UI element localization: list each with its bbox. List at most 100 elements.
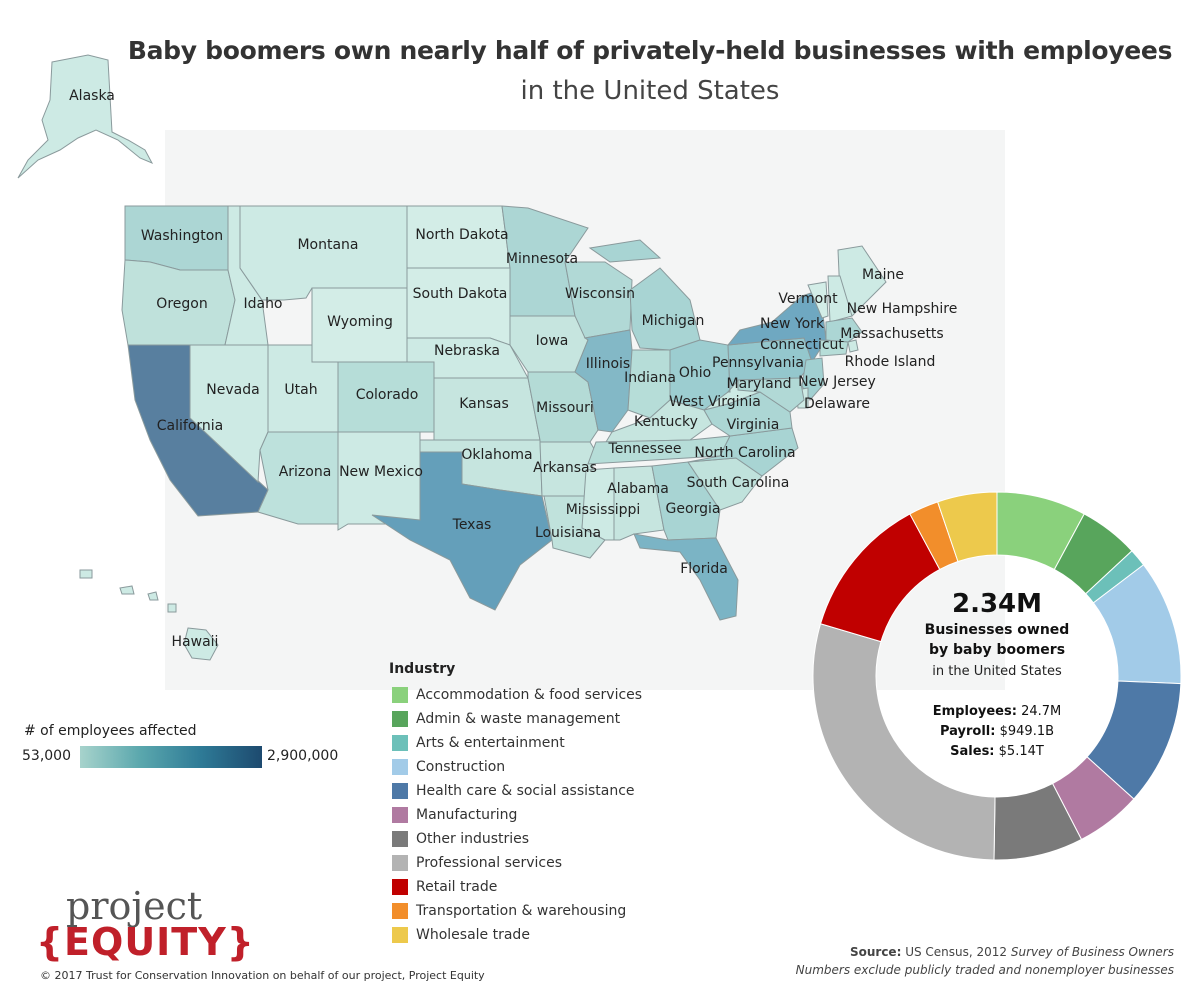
state-label-north-dakota: North Dakota bbox=[415, 227, 508, 243]
state-label-alaska: Alaska bbox=[69, 88, 115, 104]
state-label-virginia: Virginia bbox=[727, 417, 780, 433]
legend-label: Retail trade bbox=[416, 879, 498, 895]
state-label-michigan: Michigan bbox=[642, 313, 705, 329]
state-label-texas: Texas bbox=[452, 517, 492, 533]
industry-legend-item[interactable]: Manufacturing bbox=[392, 803, 642, 827]
state-label-wyoming: Wyoming bbox=[327, 314, 393, 330]
legend-swatch bbox=[392, 711, 408, 727]
legend-label: Other industries bbox=[416, 831, 530, 847]
state-label-louisiana: Louisiana bbox=[535, 525, 601, 541]
state-label-california: California bbox=[157, 418, 223, 434]
industry-legend-item[interactable]: Retail trade bbox=[392, 875, 642, 899]
source-note: Numbers exclude publicly traded and none… bbox=[795, 963, 1174, 977]
industry-legend-title: Industry bbox=[389, 661, 456, 677]
industry-legend-item[interactable]: Construction bbox=[392, 755, 642, 779]
industry-legend-item[interactable]: Arts & entertainment bbox=[392, 731, 642, 755]
industry-legend: Accommodation & food services Admin & was… bbox=[392, 683, 642, 947]
state-vermont[interactable] bbox=[807, 281, 829, 319]
state-label-new-mexico: New Mexico bbox=[339, 464, 423, 480]
state-label-connecticut: Connecticut bbox=[760, 337, 844, 353]
state-mississippi[interactable] bbox=[581, 467, 615, 541]
state-label-kansas: Kansas bbox=[459, 396, 509, 412]
legend-swatch bbox=[392, 807, 408, 823]
state-florida[interactable] bbox=[633, 533, 739, 621]
donut-employees: Employees: 24.7M bbox=[932, 704, 1062, 719]
donut-caption-1: Businesses owned bbox=[924, 622, 1070, 638]
state-label-tennessee: Tennessee bbox=[608, 441, 682, 457]
state-label-colorado: Colorado bbox=[356, 387, 419, 403]
state-label-oregon: Oregon bbox=[156, 296, 207, 312]
state-label-iowa: Iowa bbox=[536, 333, 569, 349]
legend-swatch bbox=[392, 735, 408, 751]
donut-slice-professional-services[interactable] bbox=[812, 623, 996, 861]
legend-label: Wholesale trade bbox=[416, 927, 530, 943]
state-label-mississippi: Mississippi bbox=[566, 502, 641, 518]
state-label-montana: Montana bbox=[297, 237, 358, 253]
industry-legend-item[interactable]: Wholesale trade bbox=[392, 923, 642, 947]
state-label-north-carolina: North Carolina bbox=[694, 445, 795, 461]
state-label-minnesota: Minnesota bbox=[506, 251, 578, 267]
legend-label: Accommodation & food services bbox=[416, 687, 643, 703]
state-label-georgia: Georgia bbox=[666, 501, 721, 517]
legend-label: Arts & entertainment bbox=[416, 735, 565, 751]
industry-legend-item[interactable]: Accommodation & food services bbox=[392, 683, 642, 707]
state-label-new-york: New York bbox=[760, 316, 825, 332]
state-label-arkansas: Arkansas bbox=[533, 460, 597, 476]
state-label-new-jersey: New Jersey bbox=[798, 374, 876, 390]
logo-project: project bbox=[66, 884, 203, 928]
industry-legend-item[interactable]: Health care & social assistance bbox=[392, 779, 642, 803]
legend-swatch bbox=[392, 927, 408, 943]
donut-caption-3: in the United States bbox=[932, 664, 1062, 679]
state-maryland[interactable] bbox=[737, 377, 805, 413]
state-connecticut[interactable] bbox=[819, 339, 849, 357]
state-label-wisconsin: Wisconsin bbox=[565, 286, 635, 302]
state-label-ohio: Ohio bbox=[679, 365, 711, 381]
legend-swatch bbox=[392, 855, 408, 871]
legend-label: Construction bbox=[416, 759, 506, 775]
state-texas[interactable] bbox=[371, 451, 553, 611]
state-label-alabama: Alabama bbox=[607, 481, 669, 497]
state-label-delaware: Delaware bbox=[804, 396, 870, 412]
legend-swatch bbox=[392, 687, 408, 703]
state-massachusetts[interactable] bbox=[825, 317, 863, 343]
state-hawaii[interactable] bbox=[79, 569, 219, 661]
state-label-nevada: Nevada bbox=[206, 382, 259, 398]
state-label-maryland: Maryland bbox=[727, 376, 792, 392]
state-label-illinois: Illinois bbox=[586, 356, 630, 372]
state-label-oklahoma: Oklahoma bbox=[461, 447, 532, 463]
state-alaska[interactable] bbox=[17, 54, 154, 179]
state-label-missouri: Missouri bbox=[536, 400, 594, 416]
state-new-mexico[interactable] bbox=[337, 431, 421, 531]
state-rhode-island[interactable] bbox=[847, 339, 859, 353]
state-new-hampshire[interactable] bbox=[827, 275, 853, 323]
color-legend-title: # of employees affected bbox=[24, 723, 197, 739]
industry-legend-item[interactable]: Admin & waste management bbox=[392, 707, 642, 731]
legend-label: Health care & social assistance bbox=[416, 783, 635, 799]
color-legend-max: 2,900,000 bbox=[267, 748, 339, 764]
legend-label: Manufacturing bbox=[416, 807, 518, 823]
color-legend-min: 53,000 bbox=[22, 748, 71, 764]
industry-legend-item[interactable]: Other industries bbox=[392, 827, 642, 851]
industry-legend-item[interactable]: Transportation & warehousing bbox=[392, 899, 642, 923]
state-label-nebraska: Nebraska bbox=[434, 343, 500, 359]
state-label-utah: Utah bbox=[284, 382, 317, 398]
copyright-text: © 2017 Trust for Conservation Innovation… bbox=[40, 969, 485, 982]
state-label-pennsylvania: Pennsylvania bbox=[712, 355, 804, 371]
state-label-new-hampshire: New Hampshire bbox=[847, 301, 958, 317]
legend-swatch bbox=[392, 783, 408, 799]
state-label-massachusetts: Massachusetts bbox=[840, 326, 943, 342]
state-label-kentucky: Kentucky bbox=[634, 414, 698, 430]
donut-total: 2.34M bbox=[951, 589, 1043, 619]
state-label-vermont: Vermont bbox=[778, 291, 838, 307]
state-label-washington: Washington bbox=[141, 228, 223, 244]
state-illinois[interactable] bbox=[574, 329, 633, 433]
legend-swatch bbox=[392, 831, 408, 847]
donut-sales: Sales: $5.14T bbox=[950, 744, 1044, 759]
color-legend-gradient bbox=[80, 746, 262, 768]
state-label-maine: Maine bbox=[862, 267, 904, 283]
donut-slice-wholesale-trade[interactable] bbox=[936, 491, 998, 563]
industry-legend-item[interactable]: Professional services bbox=[392, 851, 642, 875]
legend-label: Professional services bbox=[416, 855, 563, 871]
state-label-hawaii: Hawaii bbox=[172, 634, 219, 650]
